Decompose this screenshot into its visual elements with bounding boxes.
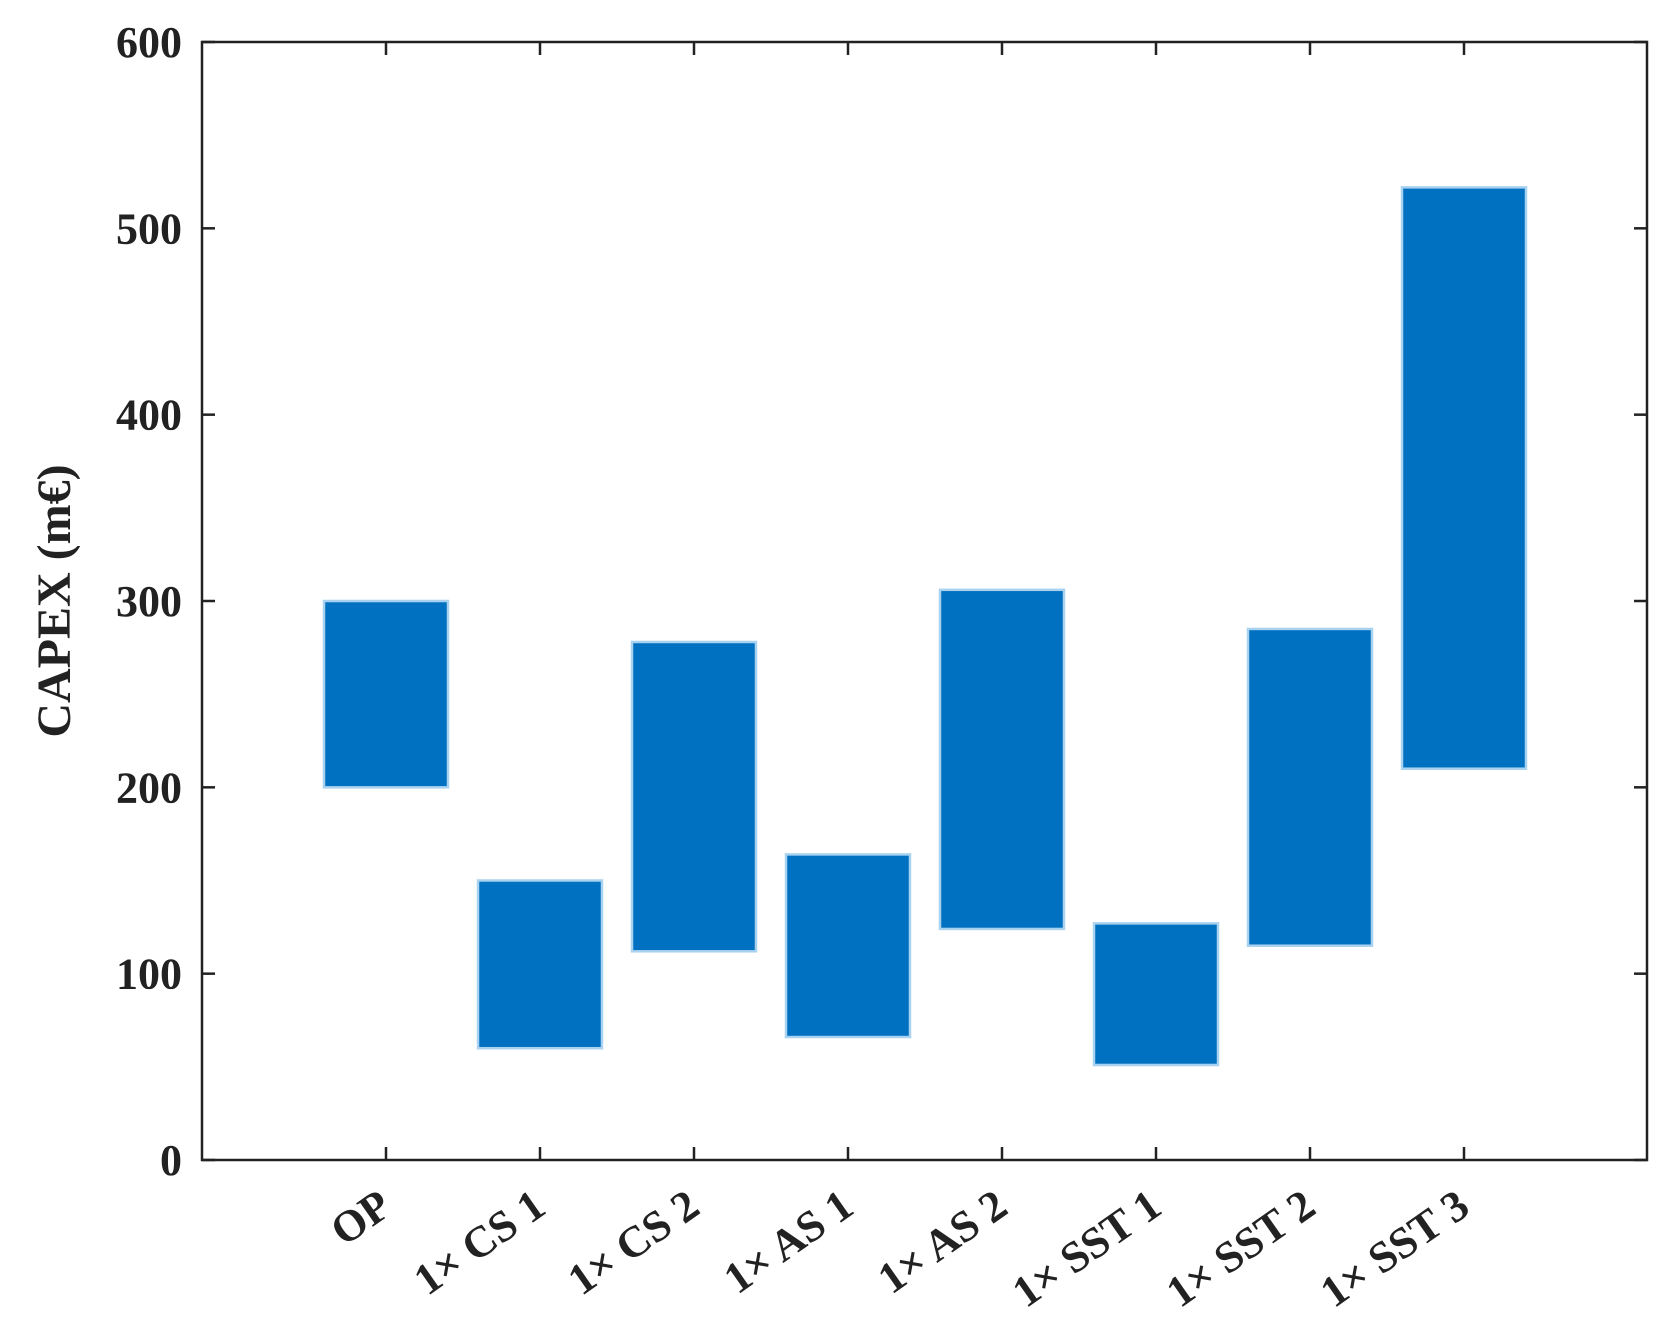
x-tick-label: 1× AS 2: [869, 1180, 1016, 1303]
range-bar: [784, 853, 912, 1039]
y-tick-label: 200: [116, 763, 182, 812]
bar-series: [322, 186, 1528, 1067]
x-tick-label: 1× AS 1: [715, 1180, 862, 1303]
y-axis-ticks: 0 100 200 300 400 500 600: [116, 18, 1647, 1185]
x-tick-label: 1× CS 2: [559, 1180, 708, 1305]
range-bar: [630, 640, 758, 953]
y-tick-label: 100: [116, 950, 182, 999]
x-tick-label: 1× CS 1: [405, 1180, 554, 1305]
x-tick-label: OP: [322, 1180, 400, 1255]
x-tick-label: 1× SST 3: [1312, 1180, 1478, 1317]
y-tick-label: 0: [160, 1136, 182, 1185]
x-tick-label: 1× SST 1: [1004, 1180, 1170, 1317]
y-tick-label: 600: [116, 18, 182, 67]
range-bar: [1092, 922, 1220, 1067]
y-tick-label: 500: [116, 204, 182, 253]
range-bar: [1246, 627, 1374, 947]
range-bar: [476, 879, 604, 1050]
y-axis-label: CAPEX (m€): [28, 464, 81, 737]
range-bar: [938, 588, 1066, 931]
range-bar: [322, 599, 450, 789]
y-tick-label: 400: [116, 391, 182, 440]
range-bar: [1400, 186, 1528, 770]
x-tick-label: 1× SST 2: [1158, 1180, 1324, 1317]
y-tick-label: 300: [116, 577, 182, 626]
